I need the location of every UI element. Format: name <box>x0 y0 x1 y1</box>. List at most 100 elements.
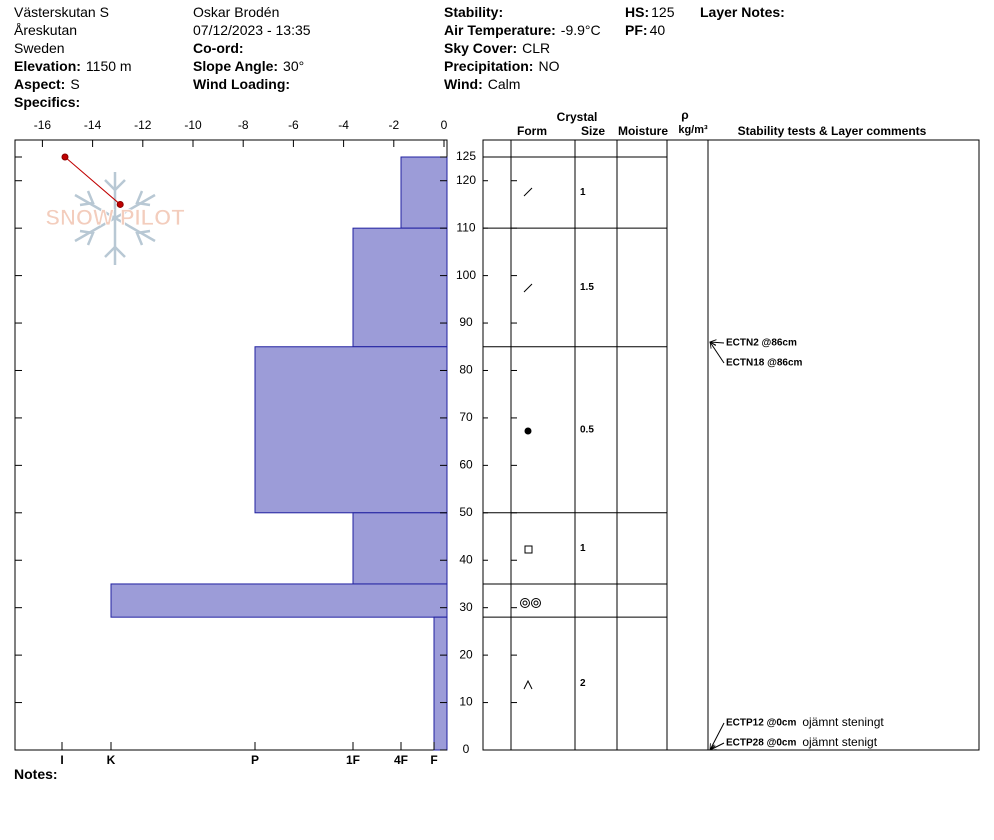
x-tick-label: -12 <box>134 118 152 132</box>
logo-text: SNOW PILOT <box>45 205 185 230</box>
crystal-size: 1 <box>580 187 586 198</box>
y-tick-label: 100 <box>456 268 476 282</box>
temperature-point <box>61 153 69 161</box>
col-header: Crystal <box>557 110 598 124</box>
value: S <box>70 76 80 92</box>
x-tick-label: -10 <box>184 118 202 132</box>
value: 1150 m <box>85 58 132 74</box>
label: Air Temperature: <box>444 22 556 38</box>
label: Notes: <box>14 766 58 782</box>
y-tick-label: 90 <box>459 315 473 329</box>
value: 30° <box>283 58 305 74</box>
y-tick-label: 125 <box>456 149 476 163</box>
value: 125 <box>651 4 675 20</box>
stability-test: ECTP28 @0cm <box>726 738 796 749</box>
y-tick-label: 110 <box>456 220 475 234</box>
hardness-bar <box>352 227 448 348</box>
logo-flake <box>74 172 156 265</box>
hardness-bar <box>110 583 448 618</box>
x-tick-label: -4 <box>338 118 349 132</box>
y-tick-label: 120 <box>456 173 476 187</box>
label: Aspect: <box>14 76 66 92</box>
label: Co-ord: <box>193 40 244 56</box>
test-arrow <box>710 342 725 364</box>
hardness-label: K <box>107 753 116 767</box>
crystal-forms <box>520 187 541 690</box>
hardness-bar <box>400 156 448 229</box>
header-col-3: Stability: Air Temperature: -9.9°C Sky Co… <box>444 3 601 93</box>
y-tick-label: 0 <box>463 742 470 756</box>
label: Stability: <box>444 4 504 20</box>
x-tick-label: -14 <box>84 118 102 132</box>
test-arrow <box>710 742 725 750</box>
y-tick-label: 40 <box>459 552 473 566</box>
col-header: Form <box>517 124 547 138</box>
crystal-size: 1 <box>580 543 586 554</box>
hardness-label: P <box>251 753 259 767</box>
value: -9.9°C <box>560 22 601 38</box>
test-arrow <box>710 342 725 343</box>
y-tick-label: 60 <box>459 458 473 472</box>
hardness-label: F <box>430 753 437 767</box>
crystal-size: 2 <box>580 678 586 689</box>
col-header: kg/m³ <box>678 124 708 136</box>
hardness-bar <box>433 616 448 751</box>
label: Slope Angle: <box>193 58 279 74</box>
hardness-label: 1F <box>346 753 360 767</box>
layer-comment: ojämnt steningt <box>802 715 884 729</box>
col-header: Size <box>581 124 605 138</box>
x-tick-label: -16 <box>34 118 52 132</box>
label: Wind: <box>444 76 483 92</box>
y-tick-label: 70 <box>459 410 473 424</box>
notes: Notes: <box>14 765 63 783</box>
y-tick-label: 80 <box>459 363 473 377</box>
stability-test: ECTP12 @0cm <box>726 718 796 729</box>
y-tick-label: 10 <box>459 695 473 709</box>
table-columns <box>510 140 709 750</box>
value: 40 <box>649 22 666 38</box>
label: Specifics: <box>14 94 81 110</box>
y-tick-label: 20 <box>459 647 473 661</box>
label: Layer Notes: <box>700 4 785 20</box>
hardness-bar <box>254 346 448 514</box>
x-tick-label: -2 <box>388 118 399 132</box>
datetime: 07/12/2023 - 13:35 <box>193 22 311 38</box>
crystal-size: 0.5 <box>580 424 594 435</box>
col-header: Stability tests & Layer comments <box>738 124 927 138</box>
header-col-2: Oskar Brodén 07/12/2023 - 13:35 Co-ord: … <box>193 3 311 93</box>
label: HS: <box>625 4 650 20</box>
x-tick-label: 0 <box>441 118 448 132</box>
layer-comment: ojämnt stenigt <box>802 735 877 749</box>
observer: Oskar Brodén <box>193 4 280 20</box>
header-col-5: Layer Notes: <box>700 3 790 21</box>
location: Västerskutan S <box>14 4 109 20</box>
value: Calm <box>487 76 521 92</box>
hardness-label: 4F <box>394 753 408 767</box>
table-frame <box>482 139 980 751</box>
value: CLR <box>522 40 551 56</box>
y-tick-label: 50 <box>459 505 473 519</box>
y-tick-label: 30 <box>459 600 473 614</box>
x-tick-label: -6 <box>288 118 299 132</box>
header-col-1: Västerskutan S Åreskutan Sweden Elevatio… <box>14 3 132 111</box>
header-col-4: HS: 125 PF: 40 <box>625 3 674 39</box>
label: Precipitation: <box>444 58 534 74</box>
label: PF: <box>625 22 648 38</box>
x-tick-label: -8 <box>238 118 249 132</box>
crystal-size: 1.5 <box>580 282 594 293</box>
label: Sky Cover: <box>444 40 518 56</box>
label: Wind Loading: <box>193 76 291 92</box>
temperature-line <box>64 156 121 205</box>
stability-test: ECTN2 @86cm <box>726 338 797 349</box>
country: Sweden <box>14 40 65 56</box>
hardness-label: I <box>60 753 63 767</box>
stability-test: ECTN18 @86cm <box>726 358 803 369</box>
col-header: Moisture <box>618 124 668 138</box>
temperature-point <box>116 200 124 208</box>
col-header: ρ <box>681 108 688 122</box>
value: NO <box>538 58 560 74</box>
label: Elevation: <box>14 58 81 74</box>
area: Åreskutan <box>14 22 78 38</box>
